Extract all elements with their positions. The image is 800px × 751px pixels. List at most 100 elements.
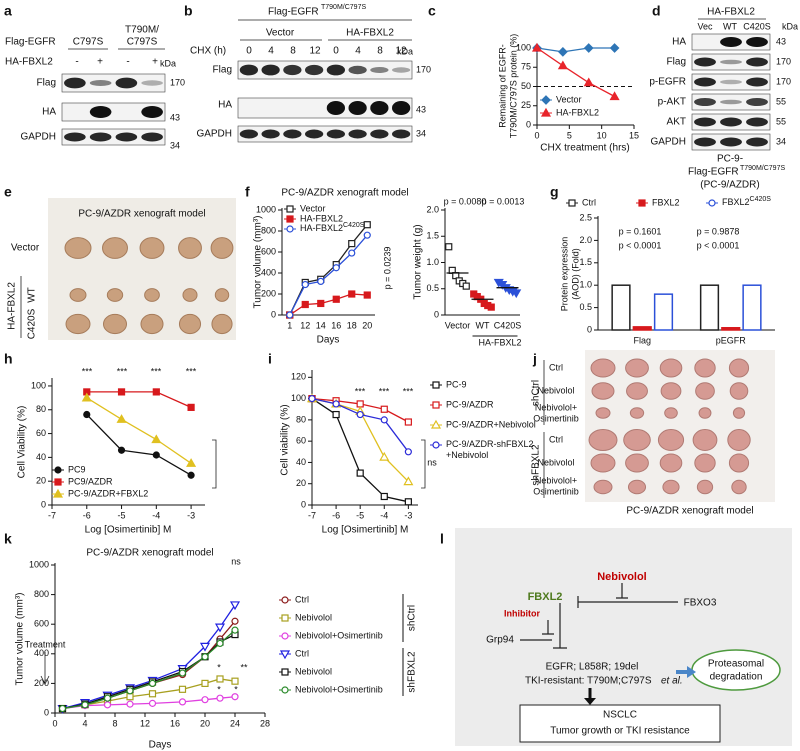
tumor xyxy=(106,288,124,302)
blot-frame xyxy=(61,102,166,122)
x-tick-label: 15 xyxy=(629,130,639,140)
time: 8 xyxy=(290,46,296,57)
y-tick-label: 600 xyxy=(261,246,276,256)
group-label: C797S xyxy=(127,37,158,48)
time: 12 xyxy=(309,46,321,57)
mw-marker: 34 xyxy=(416,128,426,138)
data-point xyxy=(356,400,364,408)
legend-marker xyxy=(432,381,440,389)
caption: Flag-EGFR xyxy=(688,167,739,178)
x-tick-label: -7 xyxy=(48,510,56,520)
tumor xyxy=(214,288,230,302)
x-tick-label: 28 xyxy=(260,718,270,728)
inhibitor: Inhibitor xyxy=(504,608,540,618)
row-label: Nebivolol+ xyxy=(535,475,577,485)
tumor xyxy=(662,479,680,495)
data-point xyxy=(148,679,157,688)
y-tick-label: 80 xyxy=(296,414,306,424)
blot-band xyxy=(391,129,411,139)
data-point xyxy=(201,679,209,688)
blot-label: GAPDH xyxy=(20,132,56,143)
blot-band xyxy=(746,37,768,47)
arrow-head xyxy=(687,666,696,678)
data-point xyxy=(348,249,356,257)
tumor xyxy=(588,429,618,451)
panel-letter: c xyxy=(428,3,436,19)
y-tick-label: 2.0 xyxy=(579,235,592,245)
data-point xyxy=(332,400,340,408)
legend-marker xyxy=(281,632,289,640)
sign: + xyxy=(97,57,103,68)
blot-frame xyxy=(237,125,413,143)
data-point xyxy=(363,291,371,299)
time: 8 xyxy=(377,46,383,57)
series-line xyxy=(86,391,192,408)
tumor xyxy=(696,479,714,495)
x-tick-label: 0 xyxy=(52,718,57,728)
data-point xyxy=(103,694,112,702)
panel-letter: l xyxy=(440,531,444,547)
data-point xyxy=(583,77,594,87)
blot-label: Flag xyxy=(667,57,686,68)
y-axis-label: Tumor volume (mm³) xyxy=(15,593,26,686)
lane-label: Vec xyxy=(697,21,713,31)
data-point xyxy=(58,704,67,713)
data-point xyxy=(199,642,211,652)
tumor xyxy=(694,358,716,378)
y-tick-label: 0 xyxy=(587,324,592,334)
blot-band xyxy=(720,59,742,65)
legend-label: PC-9 xyxy=(446,379,467,389)
data-point xyxy=(332,295,340,303)
group-label: HA-FBXL2 xyxy=(346,28,394,39)
blot-label: p-EGFR xyxy=(649,77,686,88)
panel-letter: d xyxy=(652,3,661,19)
y-axis-label: T790M/C797S protein (%) xyxy=(508,34,518,139)
blot-band xyxy=(89,132,112,142)
y-tick-label: 20 xyxy=(296,478,306,488)
kda: kDa xyxy=(160,58,176,68)
x-tick-label: 18 xyxy=(347,320,357,330)
group-label: T790M/ xyxy=(125,25,159,36)
y-tick-label: 800 xyxy=(34,589,49,599)
row-label: Nebivolol+ xyxy=(535,402,577,412)
legend-group: shFBXL2 xyxy=(407,651,418,693)
y-tick-label: 0 xyxy=(41,499,46,509)
data-point xyxy=(445,243,453,251)
treatment-arrow xyxy=(40,652,50,685)
caption: PC-9/AZDR xenograft model xyxy=(626,506,753,517)
blot-band xyxy=(746,98,768,106)
y-tick-label: 80 xyxy=(36,404,46,414)
x-tick-label: 14 xyxy=(316,320,326,330)
sign: - xyxy=(75,57,78,68)
time: 0 xyxy=(246,46,252,57)
blot-band xyxy=(348,65,367,75)
title-sup: T790M/C797S xyxy=(321,4,366,11)
sign: + xyxy=(152,57,158,68)
outcome: NSCLC xyxy=(603,710,637,721)
y-tick-label: 400 xyxy=(34,648,49,658)
legend-marker xyxy=(286,225,294,233)
data-point xyxy=(348,290,356,298)
blot-band xyxy=(261,129,280,139)
y-tick-label: 1000 xyxy=(256,204,276,214)
legend-marker xyxy=(54,478,62,486)
group-label: HA-FBXL2 xyxy=(7,282,18,330)
tumor xyxy=(729,382,749,400)
target: FBXL2 xyxy=(528,591,563,603)
data-point xyxy=(148,699,157,707)
blot-band xyxy=(370,101,389,115)
y-tick-label: 2.0 xyxy=(426,204,439,214)
data-point xyxy=(81,701,89,709)
legend-label: FBXL2C420S xyxy=(722,196,771,207)
data-point xyxy=(609,43,620,53)
x-tick-label: -6 xyxy=(332,510,340,520)
x-tick-label: 1 xyxy=(287,320,292,330)
data-point xyxy=(380,416,388,424)
mw-marker: 170 xyxy=(776,76,791,86)
outcome: Tumor growth or TKI resistance xyxy=(550,726,690,737)
data-point xyxy=(187,403,195,411)
x-tick-label: 12 xyxy=(140,718,150,728)
annotation: p = 0.0013 xyxy=(482,196,525,206)
blot-frame xyxy=(237,60,413,80)
blot-band xyxy=(141,80,163,86)
